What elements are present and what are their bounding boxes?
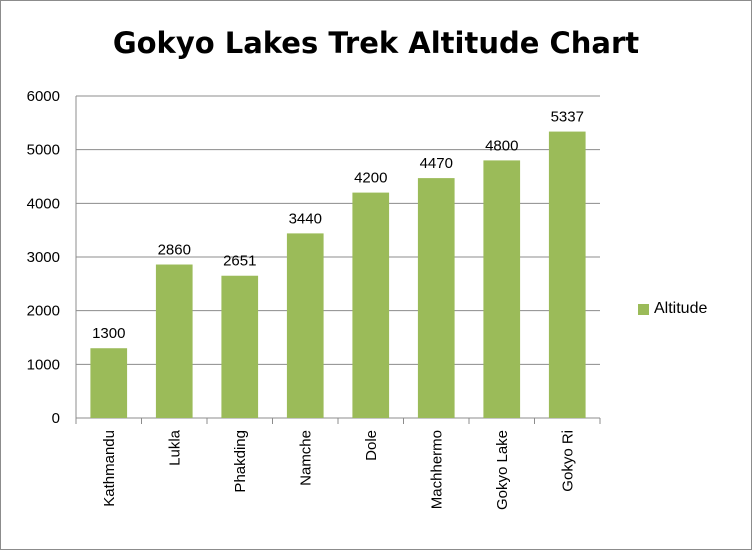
x-category-label: Dole [363, 430, 380, 461]
bar [483, 160, 521, 418]
legend-swatch [638, 303, 649, 315]
bar [286, 233, 324, 418]
y-tick-label: 5000 [27, 142, 60, 159]
data-label: 2860 [158, 242, 191, 259]
bar [417, 178, 455, 418]
x-category-label: Phakding [232, 430, 249, 493]
y-tick-label: 1000 [27, 356, 60, 373]
x-category-label: Gokyo Lake [494, 430, 511, 510]
x-category-label: Namche [297, 430, 314, 486]
x-category-label: Lukla [166, 429, 183, 466]
bar [90, 348, 128, 418]
bar [352, 192, 390, 418]
x-category-label: Gokyo Ri [559, 430, 576, 492]
data-label: 5337 [551, 109, 584, 126]
data-label: 4800 [485, 137, 518, 154]
y-tick-label: 3000 [27, 249, 60, 266]
data-label: 2651 [223, 253, 256, 270]
data-label: 1300 [92, 325, 125, 342]
bar [155, 264, 193, 418]
bar [548, 131, 586, 418]
y-tick-label: 6000 [27, 88, 60, 105]
legend: Altitude [638, 300, 707, 318]
data-label: 4200 [354, 170, 387, 187]
y-tick-label: 2000 [27, 303, 60, 320]
data-label: 3440 [289, 210, 322, 227]
data-label: 4470 [420, 155, 453, 172]
x-category-label: Kathmandu [101, 430, 118, 507]
x-category-label: Machhermo [428, 430, 445, 509]
y-tick-label: 4000 [27, 195, 60, 212]
bar [221, 275, 259, 418]
y-tick-label: 0 [52, 410, 60, 427]
chart-title: Gokyo Lakes Trek Altitude Chart [112, 26, 640, 60]
legend-label: Altitude [654, 300, 708, 317]
